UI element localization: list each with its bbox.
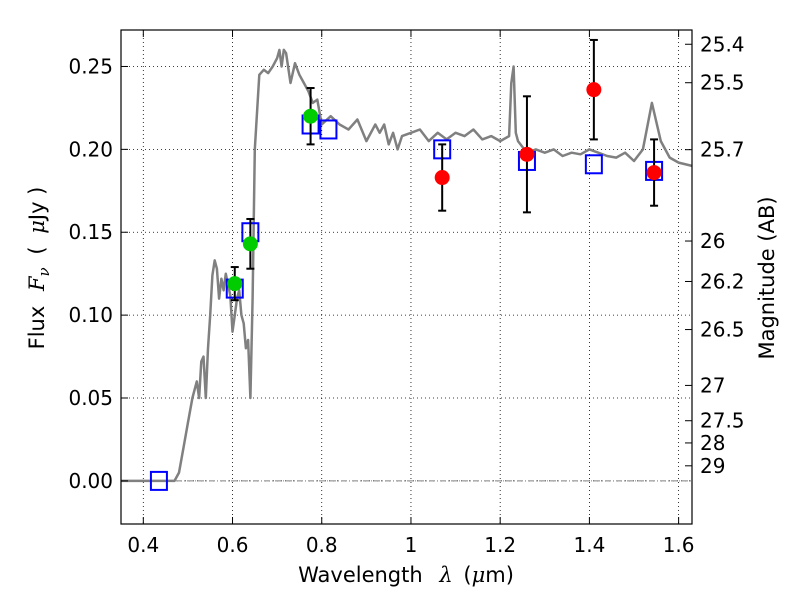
x-axis-label-symbol: λ	[438, 563, 452, 587]
y2-tick-label: 27.5	[700, 409, 745, 433]
x-tick-label: 0.6	[217, 533, 249, 557]
x-ticks: 0.4 0.6 0.8 1 1.2 1.4 1.6	[127, 30, 695, 557]
model-photometry-square	[149, 470, 168, 491]
y-axis-label: Flux Fν ( μJy )	[25, 187, 54, 350]
observed-points-layer	[227, 82, 662, 292]
y-axis-label-symbol: F	[25, 275, 49, 292]
observed-point-red	[434, 170, 450, 186]
grid-layer	[121, 30, 692, 524]
x-tick-label: 1	[405, 533, 418, 557]
y-axis-label-unit-close: Jy )	[25, 187, 49, 223]
model-sed-line	[121, 48, 693, 483]
y2-tick-label: 25.5	[700, 71, 745, 95]
y-tick-label: 0.05	[68, 386, 113, 410]
y-axis-label-unit-mu: μ	[25, 220, 49, 234]
model-photometry-square	[584, 154, 603, 175]
x-axis-label-unit-open: (	[463, 563, 471, 587]
y2-tick-label: 26.5	[700, 318, 745, 342]
model-photometry-layer	[149, 114, 664, 491]
model-sed-layer	[121, 48, 693, 483]
y-tick-label: 0.25	[68, 54, 113, 78]
y-tick-label: 0.15	[68, 220, 113, 244]
y2-tick-label: 27	[700, 373, 725, 397]
y-tick-label: 0.00	[68, 469, 113, 493]
x-axis-label-unit-mu: μ	[472, 563, 486, 587]
y2-axis-label: Magnitude (AB)	[755, 196, 779, 359]
x-tick-label: 1.6	[663, 533, 695, 557]
model-photometry-square	[319, 119, 338, 140]
plot-frame	[120, 29, 693, 525]
y2-tick-label: 28	[700, 431, 725, 455]
y-axis-label-prefix: Flux	[25, 306, 49, 350]
x-tick-label: 1.2	[484, 533, 516, 557]
y-tick-label: 0.20	[68, 137, 113, 161]
error-bars-layer	[230, 38, 659, 302]
x-axis-label-unit-close: m)	[485, 563, 514, 587]
x-tick-label: 0.4	[127, 533, 159, 557]
x-tick-label: 0.8	[306, 533, 338, 557]
y-axis-label-symbol-sub: ν	[35, 267, 53, 276]
y-tick-label: 0.10	[68, 303, 113, 327]
y-axis-label-unit-open: (	[25, 246, 49, 254]
observed-point-green	[303, 108, 319, 124]
observed-point-green	[227, 276, 243, 292]
y2-tick-label: 29	[700, 454, 725, 478]
x-tick-label: 1.4	[573, 533, 605, 557]
x-axis-label-prefix: Wavelength	[298, 563, 423, 587]
observed-point-red	[519, 146, 535, 162]
y2-tick-label: 25.4	[700, 32, 745, 56]
y2-tick-label: 26	[700, 229, 725, 253]
x-axis-label: Wavelength λ (μm)	[298, 563, 514, 587]
y-ticks: 0.00 0.05 0.10 0.15 0.20 0.25	[68, 54, 128, 493]
observed-point-green	[242, 236, 258, 252]
y2-tick-label: 25.7	[700, 138, 745, 162]
y2-tick-label: 26.2	[700, 269, 745, 293]
observed-point-red	[586, 82, 602, 98]
observed-point-red	[646, 165, 662, 181]
